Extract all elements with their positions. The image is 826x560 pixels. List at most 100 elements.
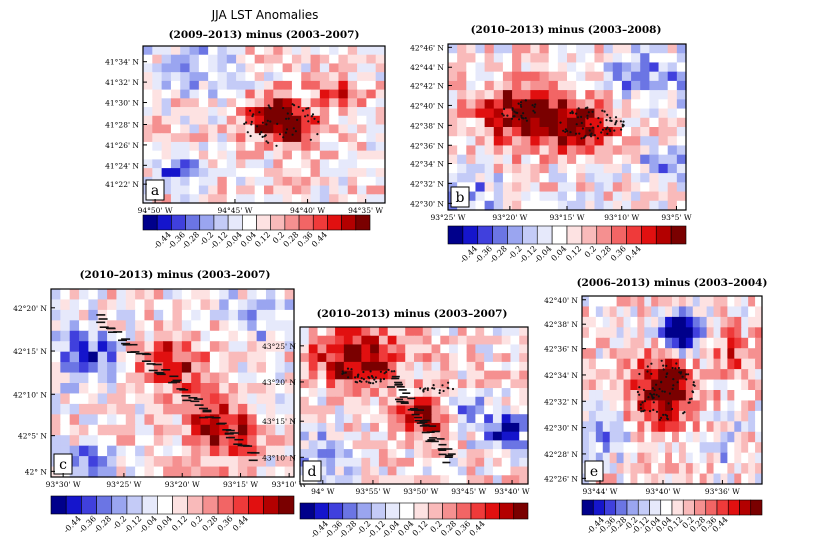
- heat-cell: [219, 299, 230, 311]
- heat-cell: [692, 473, 701, 485]
- heat-cell: [208, 185, 219, 195]
- heat-cell: [226, 150, 237, 160]
- heat-cell: [676, 99, 687, 110]
- heat-cell: [576, 53, 586, 64]
- heat-cell: [665, 452, 673, 464]
- heat-cell: [585, 127, 596, 137]
- heat-cell: [245, 141, 256, 152]
- significance-dot: [369, 370, 372, 373]
- heat-cell: [466, 136, 477, 147]
- significance-dot: [603, 110, 606, 113]
- heat-cell: [630, 348, 638, 360]
- x-tick-label: 93°25' W: [106, 480, 141, 489]
- heat-cell: [51, 435, 61, 447]
- heat-cell: [191, 362, 202, 374]
- heat-cell: [630, 369, 638, 381]
- significance-dot: [653, 389, 656, 392]
- heat-cell: [163, 289, 174, 301]
- heat-cell: [143, 46, 153, 56]
- heat-cell: [361, 335, 371, 346]
- heat-cell: [284, 424, 295, 436]
- heat-cell: [357, 46, 367, 56]
- heat-cell: [440, 353, 450, 363]
- heat-cell: [153, 330, 164, 342]
- heat-cell: [414, 379, 424, 389]
- heat-cell: [557, 136, 568, 147]
- heat-cell: [300, 414, 310, 424]
- heat-cell: [163, 414, 174, 426]
- heat-cell: [191, 351, 202, 363]
- heat-cell: [512, 99, 522, 110]
- heat-cell: [198, 107, 209, 117]
- significance-dot: [365, 380, 368, 383]
- heat-cell: [284, 299, 295, 311]
- significance-dot: [344, 371, 347, 374]
- heat-cell: [741, 316, 749, 328]
- significance-dot: [599, 121, 602, 124]
- heat-cell: [107, 383, 118, 395]
- heat-cell: [189, 159, 200, 169]
- heat-cell: [658, 348, 666, 360]
- heat-cell: [484, 335, 494, 346]
- heat-cell: [265, 330, 276, 342]
- significance-dot: [310, 115, 313, 118]
- significance-dot: [142, 353, 152, 356]
- heat-cell: [366, 176, 377, 187]
- heat-cell: [431, 422, 441, 433]
- heat-cell: [422, 344, 433, 354]
- significance-dot: [204, 416, 214, 418]
- heat-cell: [51, 424, 61, 436]
- heat-cell: [181, 372, 192, 384]
- colorbar-tick-label: 0.44: [468, 519, 487, 538]
- heat-cell: [637, 421, 645, 433]
- heat-cell: [475, 191, 486, 202]
- heat-cell: [741, 337, 749, 349]
- significance-dot: [580, 115, 583, 118]
- significance-dot: [263, 135, 266, 138]
- heat-cell: [609, 442, 618, 454]
- significance-dot: [646, 370, 649, 373]
- heat-cell: [135, 330, 146, 342]
- heat-cell: [189, 72, 200, 82]
- heat-cell: [319, 89, 330, 99]
- significance-dot: [678, 371, 681, 374]
- heat-cell: [431, 379, 441, 389]
- heat-cell: [79, 424, 89, 436]
- heat-cell: [612, 71, 623, 82]
- heat-cell: [585, 154, 596, 165]
- heat-cell: [357, 141, 367, 152]
- heat-cell: [734, 390, 742, 402]
- heat-cell: [678, 442, 687, 454]
- significance-dot: [305, 107, 308, 110]
- heat-cell: [676, 44, 687, 54]
- heat-cell: [189, 168, 200, 178]
- heat-cell: [672, 442, 680, 454]
- heat-cell: [665, 421, 673, 433]
- heat-cell: [741, 390, 749, 402]
- heat-cell: [521, 136, 531, 147]
- heat-cell: [317, 466, 327, 476]
- heat-cell: [170, 107, 181, 117]
- heat-cell: [548, 127, 559, 137]
- heat-cell: [548, 173, 559, 183]
- heat-cell: [692, 463, 701, 475]
- heat-cell: [449, 327, 459, 337]
- heat-cell: [734, 358, 742, 370]
- heat-cell: [153, 456, 164, 468]
- heat-cell: [755, 306, 763, 318]
- heat-cell: [116, 320, 127, 332]
- heat-cell: [181, 466, 192, 478]
- heat-cell: [387, 414, 398, 424]
- heat-cell: [727, 348, 735, 360]
- heat-cell: [275, 309, 286, 321]
- heat-cell: [163, 456, 174, 468]
- heat-cell: [265, 424, 276, 436]
- heat-cell: [595, 379, 604, 391]
- heat-cell: [284, 403, 295, 415]
- heat-cell: [448, 71, 458, 82]
- heat-cell: [228, 362, 239, 374]
- colorbar-swatch: [171, 214, 186, 231]
- heat-cell: [282, 80, 293, 91]
- heat-cell: [595, 400, 604, 412]
- x-tick-label: 93°20' W: [165, 480, 200, 489]
